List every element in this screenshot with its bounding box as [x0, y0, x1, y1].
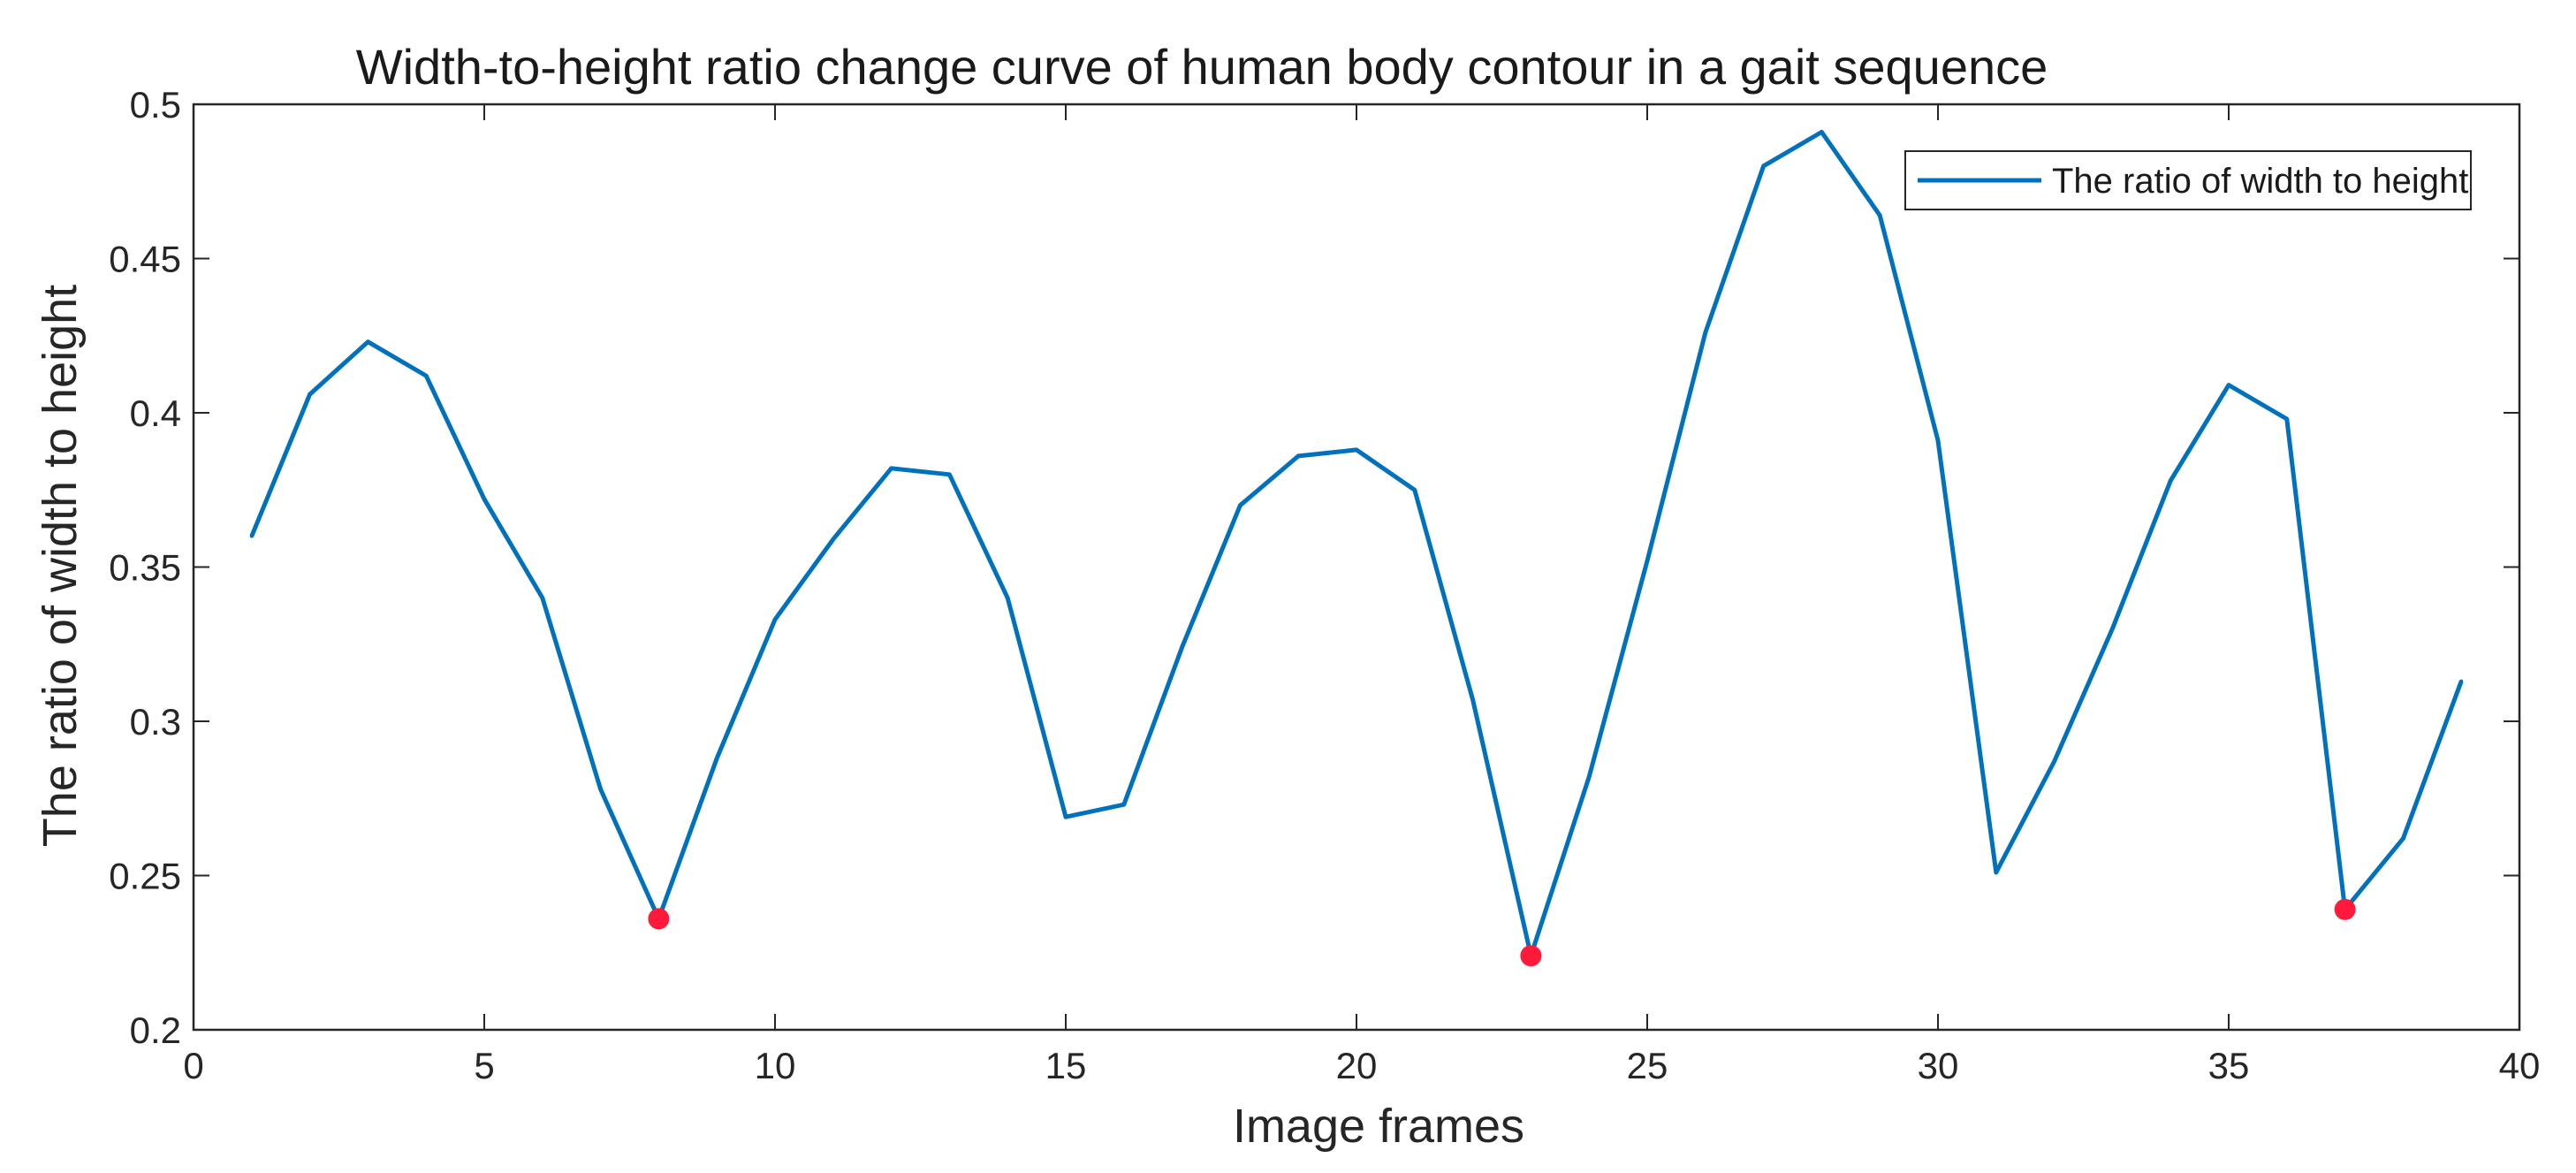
series-line [249, 129, 2464, 958]
highlight-point [1520, 945, 1542, 967]
x-tick-label: 25 [1627, 1045, 1668, 1086]
data-point [1180, 645, 1184, 650]
data-point [1238, 503, 1242, 507]
data-point [308, 392, 312, 397]
data-point [1820, 130, 1824, 134]
x-tick-label: 10 [755, 1045, 796, 1086]
legend-label: The ratio of width to height [2052, 162, 2468, 201]
data-point [1006, 596, 1010, 600]
data-point [1994, 871, 1998, 875]
x-tick-label: 40 [2499, 1045, 2541, 1086]
data-point [947, 472, 952, 476]
y-tick-label: 0.2 [130, 1009, 181, 1051]
data-point [2284, 416, 2289, 421]
data-point [1064, 815, 1068, 819]
y-tick-label: 0.5 [130, 84, 181, 126]
data-point [715, 756, 719, 760]
data-point [249, 534, 254, 538]
data-point [2401, 836, 2405, 841]
y-axis-label: The ratio of width to height [34, 285, 87, 847]
y-tick-label: 0.4 [130, 392, 181, 434]
data-point [1761, 164, 1766, 168]
data-point [1412, 488, 1417, 492]
data-point [2110, 627, 2115, 631]
y-tick-label: 0.35 [109, 547, 181, 589]
plot-area-frame [192, 103, 2521, 1032]
data-point [773, 617, 777, 621]
x-tick-label: 5 [474, 1045, 494, 1086]
data-point [2052, 759, 2056, 764]
highlight-points [648, 898, 2356, 967]
data-point [1355, 447, 1358, 452]
y-tick-label: 0.45 [109, 239, 181, 280]
data-point [2227, 383, 2230, 387]
data-point [424, 374, 429, 378]
data-point [1936, 438, 1940, 443]
data-point [1703, 331, 1707, 335]
data-point [1121, 803, 1126, 807]
x-axis-label: Image frames [1233, 1100, 1524, 1153]
data-point [831, 537, 835, 542]
data-point [598, 787, 603, 791]
series-layer [249, 129, 2464, 958]
chart-title: Width-to-height ratio change curve of hu… [356, 39, 2048, 95]
x-tick-label: 20 [1336, 1045, 1378, 1086]
data-point [483, 497, 486, 501]
x-tick-label: 30 [1918, 1045, 1959, 1086]
highlight-point [2334, 898, 2356, 920]
highlight-point [648, 908, 670, 930]
y-tick-label: 0.25 [109, 856, 181, 897]
x-tick-label: 35 [2208, 1045, 2250, 1086]
data-point [2169, 478, 2173, 483]
data-point [1878, 213, 1882, 217]
data-point [1587, 774, 1592, 779]
data-point [366, 339, 370, 344]
data-point [1296, 453, 1301, 458]
y-tick-label: 0.3 [130, 701, 181, 743]
data-point [2459, 679, 2464, 683]
data-point [540, 596, 544, 600]
data-point [1470, 697, 1475, 702]
data-point [889, 466, 893, 470]
data-point [1645, 559, 1649, 563]
x-tick-label: 0 [183, 1045, 203, 1086]
legend: The ratio of width to height [1904, 150, 2472, 210]
x-tick-label: 15 [1045, 1045, 1087, 1086]
ticks: 0 5 10 15 20 25 30 35 40 0.2 0.25 0.3 0.35 0.4 0.45 0.5 [109, 84, 2540, 1086]
